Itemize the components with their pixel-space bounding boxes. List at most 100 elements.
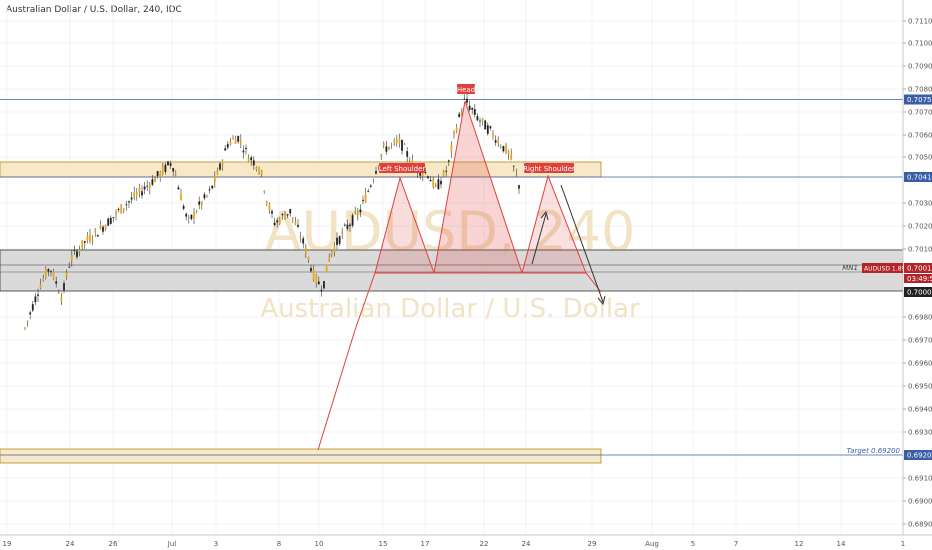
candle-body bbox=[291, 217, 294, 219]
resistance-zone bbox=[0, 161, 602, 178]
mn-label: MN1 bbox=[842, 264, 858, 272]
chart-title: Australian Dollar / U.S. Dollar, 240, ID… bbox=[6, 5, 182, 15]
candle-body bbox=[148, 184, 151, 189]
candle-body bbox=[122, 208, 125, 210]
candle-body bbox=[190, 214, 193, 220]
candle-body bbox=[47, 269, 50, 272]
candle-body bbox=[50, 270, 52, 272]
candle-body bbox=[86, 235, 89, 241]
candle-body bbox=[221, 161, 224, 165]
candle-body bbox=[484, 120, 487, 130]
candle-body bbox=[362, 199, 364, 201]
candle-body bbox=[164, 164, 167, 172]
candle-body bbox=[492, 133, 494, 137]
candle-body bbox=[304, 247, 307, 255]
current-price: 0.70015 bbox=[907, 265, 932, 273]
candle-body bbox=[73, 250, 76, 252]
candle-body bbox=[76, 251, 78, 258]
candle-body bbox=[312, 269, 315, 281]
candle-body bbox=[278, 219, 281, 224]
candle-body bbox=[515, 174, 518, 176]
candle-body bbox=[325, 264, 328, 273]
candle-body bbox=[177, 187, 180, 190]
candle-body bbox=[330, 251, 333, 255]
candle-body bbox=[247, 158, 250, 162]
candle-body bbox=[252, 160, 255, 166]
candle-body bbox=[211, 185, 214, 189]
candle-body bbox=[161, 166, 164, 174]
candle-body bbox=[172, 168, 175, 172]
candle-body bbox=[466, 98, 468, 103]
candle-body bbox=[130, 197, 133, 200]
candle-body bbox=[450, 145, 453, 153]
candle-body bbox=[187, 217, 190, 218]
candle-body bbox=[135, 192, 138, 196]
candle-body bbox=[458, 113, 461, 118]
candle-body bbox=[81, 240, 84, 248]
candle-body bbox=[395, 140, 398, 143]
candle-body bbox=[94, 229, 97, 232]
x-tick-label: Aug bbox=[645, 540, 659, 548]
left-shoulder-label: Left Shoulder bbox=[379, 165, 426, 173]
candle-body bbox=[460, 112, 463, 114]
candle-body bbox=[341, 231, 344, 235]
candle-body bbox=[185, 213, 188, 217]
candle-body bbox=[421, 173, 424, 176]
candle-body bbox=[427, 176, 429, 179]
x-tick-label: 24 bbox=[522, 540, 531, 548]
candle-body bbox=[141, 191, 143, 196]
candle-body bbox=[203, 194, 206, 199]
candle-body bbox=[276, 220, 279, 223]
x-tick-label: 17 bbox=[421, 540, 430, 548]
candle-body bbox=[445, 170, 448, 172]
candle-body bbox=[125, 204, 128, 206]
candle-body bbox=[89, 234, 91, 242]
candle-body bbox=[260, 170, 263, 175]
candle-body bbox=[333, 246, 336, 253]
candle-body bbox=[34, 296, 37, 303]
candle-body bbox=[442, 170, 445, 177]
x-tick-label: 7 bbox=[734, 540, 738, 548]
candle-body bbox=[346, 224, 349, 229]
candle-body bbox=[206, 195, 208, 197]
candle-body bbox=[180, 193, 182, 201]
candle-body bbox=[120, 204, 123, 214]
candle-body bbox=[154, 178, 156, 182]
candle-body bbox=[265, 201, 268, 204]
candle-body bbox=[297, 224, 299, 227]
candle-body bbox=[44, 268, 47, 279]
target-label: Target 0.69200 bbox=[847, 447, 901, 455]
candle-body bbox=[310, 267, 312, 272]
candle-body bbox=[401, 139, 403, 151]
candle-body bbox=[377, 165, 380, 167]
candle-body bbox=[302, 238, 305, 244]
x-tick-label: 5 bbox=[691, 540, 695, 548]
candle-body bbox=[390, 143, 393, 145]
candle-body bbox=[216, 170, 219, 175]
candle-body bbox=[24, 327, 26, 329]
candle-body bbox=[245, 147, 247, 149]
x-tick-label: 8 bbox=[277, 540, 281, 548]
x-tick-label: 3 bbox=[214, 540, 218, 548]
candle-body bbox=[31, 304, 34, 311]
candle-body bbox=[271, 211, 273, 214]
candle-body bbox=[468, 105, 471, 110]
symbol-badge: AUDUSD 1.89% bbox=[864, 266, 911, 273]
candle-body bbox=[398, 137, 401, 144]
candle-body bbox=[317, 281, 320, 285]
candle-body bbox=[167, 161, 169, 165]
candle-body bbox=[286, 214, 289, 216]
x-tick-label: 19 bbox=[3, 540, 12, 548]
candle-body bbox=[96, 235, 99, 237]
candle-body bbox=[55, 281, 58, 284]
x-tick-label: 26 bbox=[109, 540, 118, 548]
